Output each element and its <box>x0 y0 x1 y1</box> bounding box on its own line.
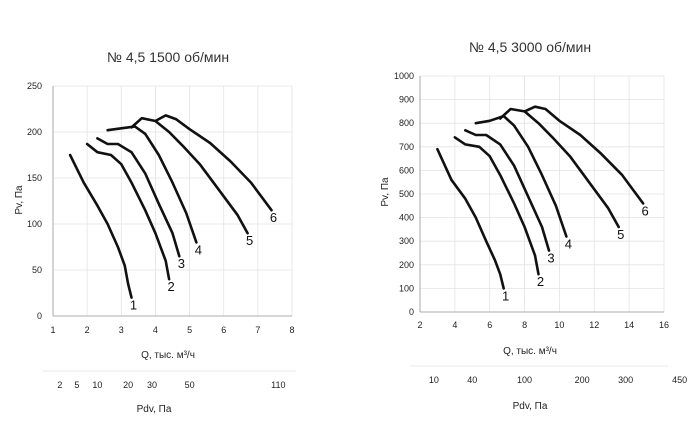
series-label-2: 2 <box>537 274 544 289</box>
series-label-1: 1 <box>130 298 137 313</box>
y-tick-label: 1000 <box>394 71 414 81</box>
series-curve-2 <box>85 142 171 281</box>
y-tick-label: 200 <box>27 127 42 137</box>
series-curve-3 <box>96 137 181 258</box>
series-curve-5 <box>498 107 620 229</box>
series-label-4: 4 <box>565 236 572 251</box>
x-tick-label: 14 <box>624 320 634 330</box>
pdv-tick-label: 450 <box>672 375 687 385</box>
y-tick-label: 700 <box>399 142 414 152</box>
x-tick-label: 6 <box>221 325 226 335</box>
y-tick-label: 800 <box>399 118 414 128</box>
pdv-tick-label: 30 <box>147 380 157 390</box>
pdv-axis-label: Pdv, Па <box>137 404 172 415</box>
y-tick-label: 50 <box>32 265 42 275</box>
pdv-axis-label: Pdv, Па <box>513 401 548 412</box>
x-tick-label: 8 <box>522 320 527 330</box>
x-axis-label: Q, тыс. м³/ч <box>503 346 557 357</box>
series-label-4: 4 <box>195 242 202 257</box>
y-tick-label: 900 <box>399 95 414 105</box>
chart-title: № 4,5 3000 об/мин <box>469 39 591 55</box>
y-tick-label: 0 <box>37 311 42 321</box>
x-tick-label: 1 <box>50 325 55 335</box>
series-curve-5 <box>130 116 249 235</box>
x-tick-label: 7 <box>255 325 260 335</box>
series-curve-6 <box>523 105 645 205</box>
y-tick-label: 600 <box>399 165 414 175</box>
series-label-3: 3 <box>178 256 185 271</box>
series-curve-2 <box>453 136 540 276</box>
series-label-5: 5 <box>246 233 253 248</box>
pdv-tick-label: 40 <box>467 375 477 385</box>
series-label-3: 3 <box>547 251 554 266</box>
pdv-tick-label: 200 <box>575 375 590 385</box>
series-label-6: 6 <box>270 210 277 225</box>
y-tick-label: 100 <box>399 283 414 293</box>
y-tick-label: 250 <box>27 81 42 91</box>
x-tick-label: 4 <box>153 325 158 335</box>
y-tick-label: 0 <box>409 307 414 317</box>
pdv-tick-label: 50 <box>185 380 195 390</box>
series-label-5: 5 <box>617 227 624 242</box>
x-tick-label: 4 <box>452 320 457 330</box>
y-tick-label: 200 <box>399 260 414 270</box>
y-tick-label: 150 <box>27 173 42 183</box>
y-axis-label: Pv, Па <box>380 177 391 207</box>
series-curve-4 <box>106 125 198 244</box>
x-tick-label: 12 <box>589 320 599 330</box>
series-curve-1 <box>436 147 505 290</box>
chart-3000rpm: № 4,5 3000 об/мин Q, тыс. м³/ч Pv, Па Pd… <box>380 39 687 412</box>
pdv-tick-label: 300 <box>618 375 633 385</box>
series-curve-6 <box>154 114 273 212</box>
pdv-tick-label: 2 <box>57 380 62 390</box>
series-label-2: 2 <box>167 279 174 294</box>
pdv-tick-label: 10 <box>429 375 439 385</box>
pdv-tick-label: 5 <box>74 380 79 390</box>
x-tick-label: 2 <box>85 325 90 335</box>
x-tick-label: 3 <box>119 325 124 335</box>
series-curve-1 <box>68 153 133 299</box>
x-axis-label: Q, тыс. м³/ч <box>141 350 195 361</box>
chart-1500rpm: № 4,5 1500 об/мин Q, тыс. м³/ч Pv, Па Pd… <box>14 49 296 415</box>
y-tick-label: 500 <box>399 189 414 199</box>
x-tick-label: 8 <box>289 325 294 335</box>
pdv-tick-label: 100 <box>517 375 532 385</box>
series-label-1: 1 <box>502 288 509 303</box>
series-label-6: 6 <box>641 203 648 218</box>
series-curve-3 <box>464 129 551 252</box>
chart-title: № 4,5 1500 об/мин <box>107 49 229 65</box>
y-tick-label: 400 <box>399 213 414 223</box>
y-tick-label: 100 <box>27 219 42 229</box>
x-tick-label: 10 <box>554 320 564 330</box>
pdv-tick-label: 10 <box>92 380 102 390</box>
pdv-tick-label: 110 <box>271 380 285 390</box>
pdv-tick-label: 20 <box>123 380 133 390</box>
x-tick-label: 6 <box>487 320 492 330</box>
x-tick-label: 2 <box>417 320 422 330</box>
y-axis-label: Pv, Па <box>14 185 25 215</box>
x-tick-label: 5 <box>187 325 192 335</box>
series-curve-4 <box>474 114 568 238</box>
y-tick-label: 300 <box>399 236 414 246</box>
x-tick-label: 16 <box>659 320 669 330</box>
